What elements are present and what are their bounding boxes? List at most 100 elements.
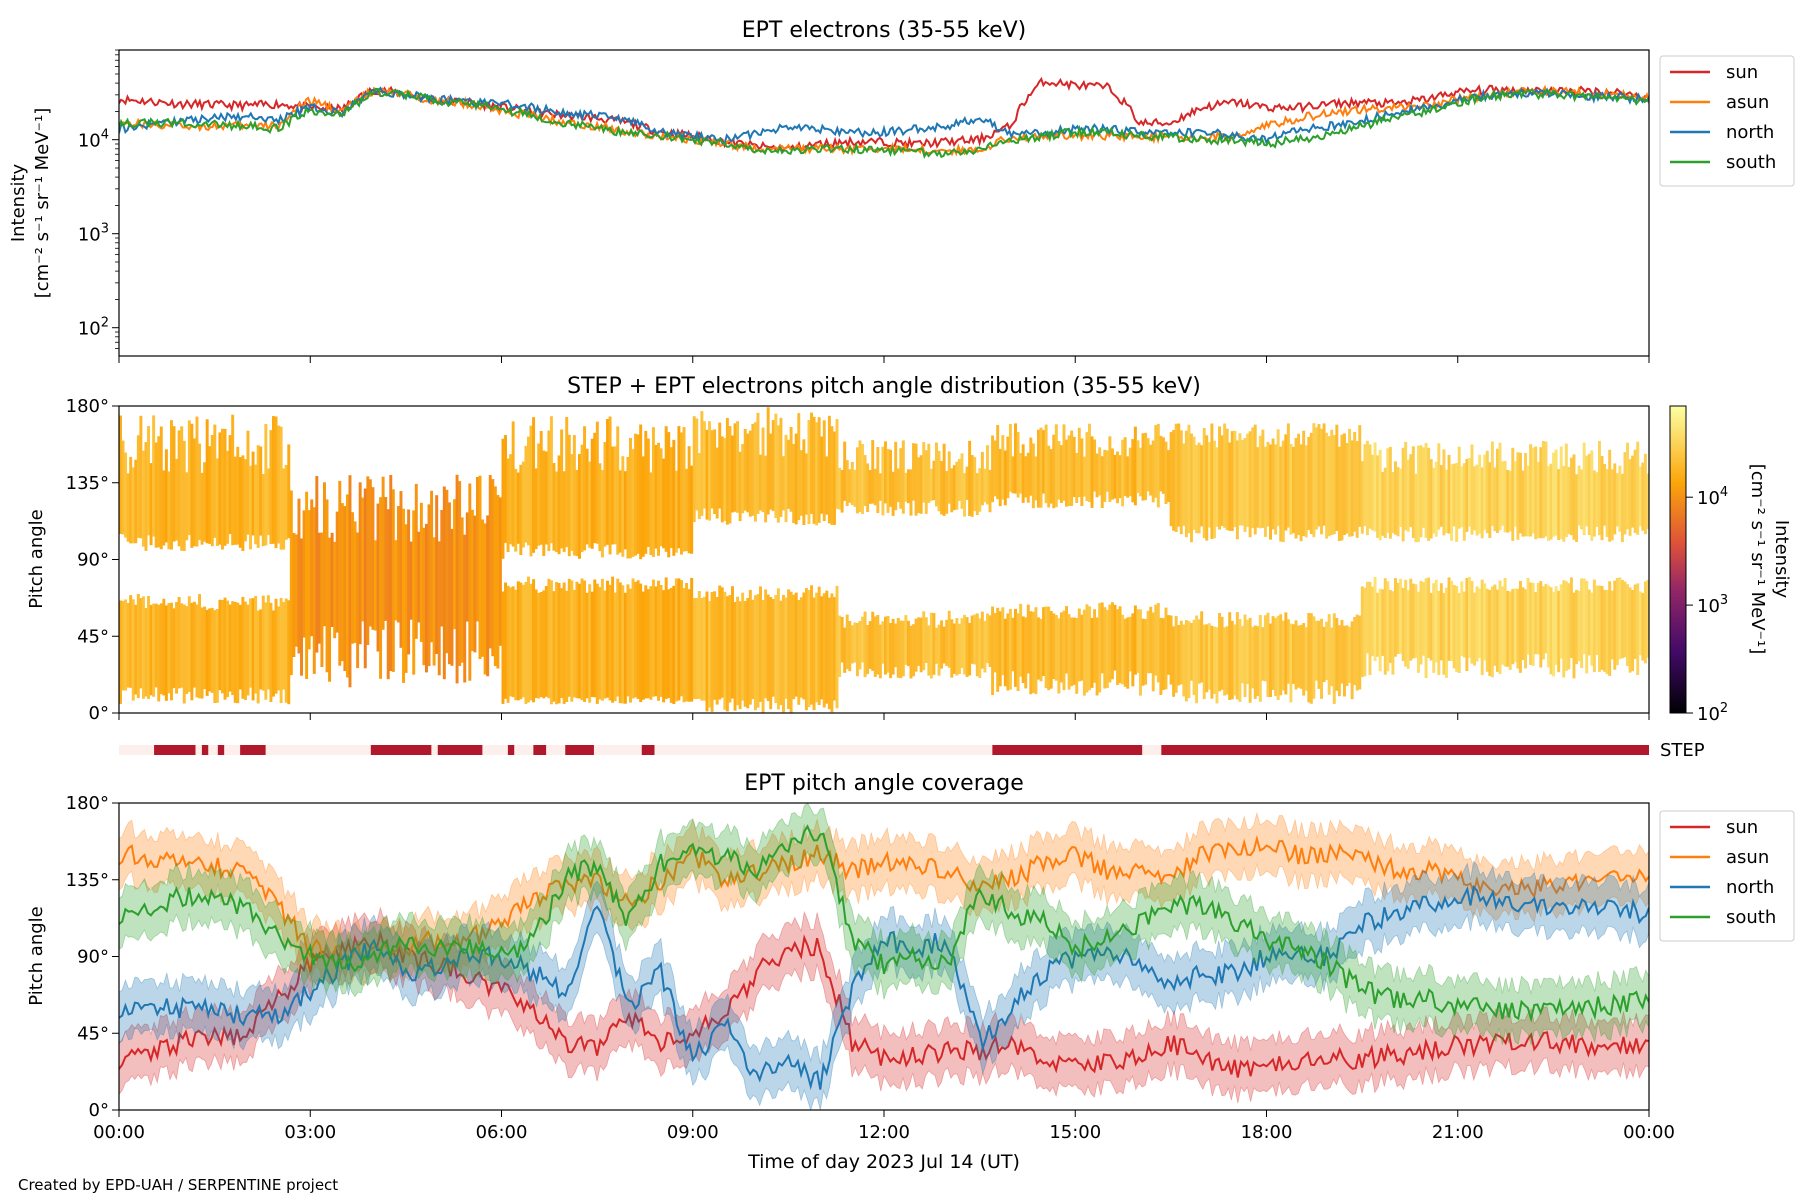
heatmap-cell [1552,591,1556,677]
heatmap-cell [570,580,574,702]
heatmap-cell [542,590,546,699]
heatmap-cell [593,432,597,544]
heatmap-cell [159,426,163,550]
heatmap-cell [259,609,263,690]
heatmap-cell [634,433,638,556]
heatmap-cell [659,585,663,697]
heatmap-cell [1623,452,1627,535]
heatmap-cell [210,435,214,547]
heatmap-cell [991,435,995,503]
heatmap-cell [141,596,145,699]
heatmap-cell [1429,459,1433,539]
heatmap-cell [575,581,579,699]
heatmap-cell [845,614,849,670]
heatmap-cell [1174,423,1178,532]
heatmap-cell [1592,470,1596,537]
heatmap-cell [631,449,635,557]
heatmap-cell [996,425,1000,500]
heatmap-cell [932,613,936,675]
heatmap-cell [1195,615,1199,704]
heatmap-cell [695,418,699,511]
heatmap-cell [1031,443,1035,509]
heatmap-cell [1118,455,1122,499]
heatmap-cell [1493,584,1497,666]
heatmap-cell [1434,461,1438,537]
heatmap-cell [1177,625,1181,686]
heatmap-cell [1475,464,1479,536]
heatmap-cell [1037,617,1040,680]
heatmap-cell [1626,584,1629,666]
series-line-south [119,87,1649,159]
heatmap-cell [817,586,821,705]
heatmap-cell [1422,582,1425,656]
heatmap-cell [307,510,311,650]
heatmap-cell [432,537,436,666]
heatmap-cell [1447,454,1451,534]
heatmap-cell [238,604,242,690]
heatmap-cell [180,426,184,551]
heatmap-cell [1302,430,1306,536]
heatmap-cell [1093,609,1097,683]
heatmap-cell [233,601,237,703]
heatmap-cell [287,600,291,705]
heatmap-cell [223,597,227,700]
panel1-ytick-label: 104 [78,128,109,152]
heatmap-cell [861,616,864,663]
heatmap-cell [1506,590,1510,667]
heatmap-cell [705,429,709,520]
panel4-ytick-label: 135° [66,870,109,891]
heatmap-cell [1052,434,1056,509]
heatmap-cell [1531,582,1535,666]
heatmap-cell [1518,452,1522,534]
heatmap-cell [975,613,979,677]
heatmap-cell [1615,473,1619,527]
heatmap-cell [1416,445,1420,543]
heatmap-cell [430,490,434,643]
heatmap-cell [720,587,724,698]
heatmap-cell [639,583,643,703]
heatmap-cell [1399,468,1403,527]
heatmap-cell [960,453,964,509]
colorbar-label-line1: Intensity [1771,520,1792,599]
heatmap-cell [787,439,791,509]
heatmap-cell [697,591,701,699]
heatmap-cell [149,463,153,546]
heatmap-cell [192,438,196,547]
heatmap-cell [1271,616,1275,690]
heatmap-cell [1572,592,1576,679]
heatmap-cell [1070,430,1074,506]
heatmap-cell [243,601,247,700]
heatmap-cell [1457,446,1461,529]
heatmap-cell [1174,616,1178,693]
heatmap-cell [511,586,515,698]
heatmap-cell [1075,453,1079,503]
heatmap-cell [1513,588,1517,663]
heatmap-cell [157,604,161,702]
heatmap-cell [1473,466,1476,531]
heatmap-cell [736,596,740,706]
heatmap-cell [848,469,852,503]
heatmap-cell [598,587,602,700]
heatmap-cell [205,419,209,544]
step-interval [992,745,1143,755]
heatmap-cell [1488,590,1492,677]
heatmap-cell [1131,439,1135,503]
legend-label-sun: sun [1726,62,1758,83]
heatmap-cell [1136,609,1140,673]
panel4-xtick-label: 15:00 [1049,1122,1101,1143]
heatmap-cell [215,458,219,546]
heatmap-cell [1539,581,1543,668]
heatmap-cell [1172,430,1176,531]
heatmap-cell [1465,578,1469,671]
heatmap-cell [621,585,625,704]
heatmap-cell [241,455,245,551]
heatmap-cell [1490,586,1494,678]
heatmap-cell [917,457,921,513]
heatmap-cell [1363,444,1367,527]
heatmap-cell [200,607,204,699]
heatmap-cell [368,479,372,627]
heatmap-cell [1600,456,1604,541]
heatmap-cell [957,623,961,674]
heatmap-cell [924,617,928,663]
panel2-ytick-label: 0° [89,703,109,724]
